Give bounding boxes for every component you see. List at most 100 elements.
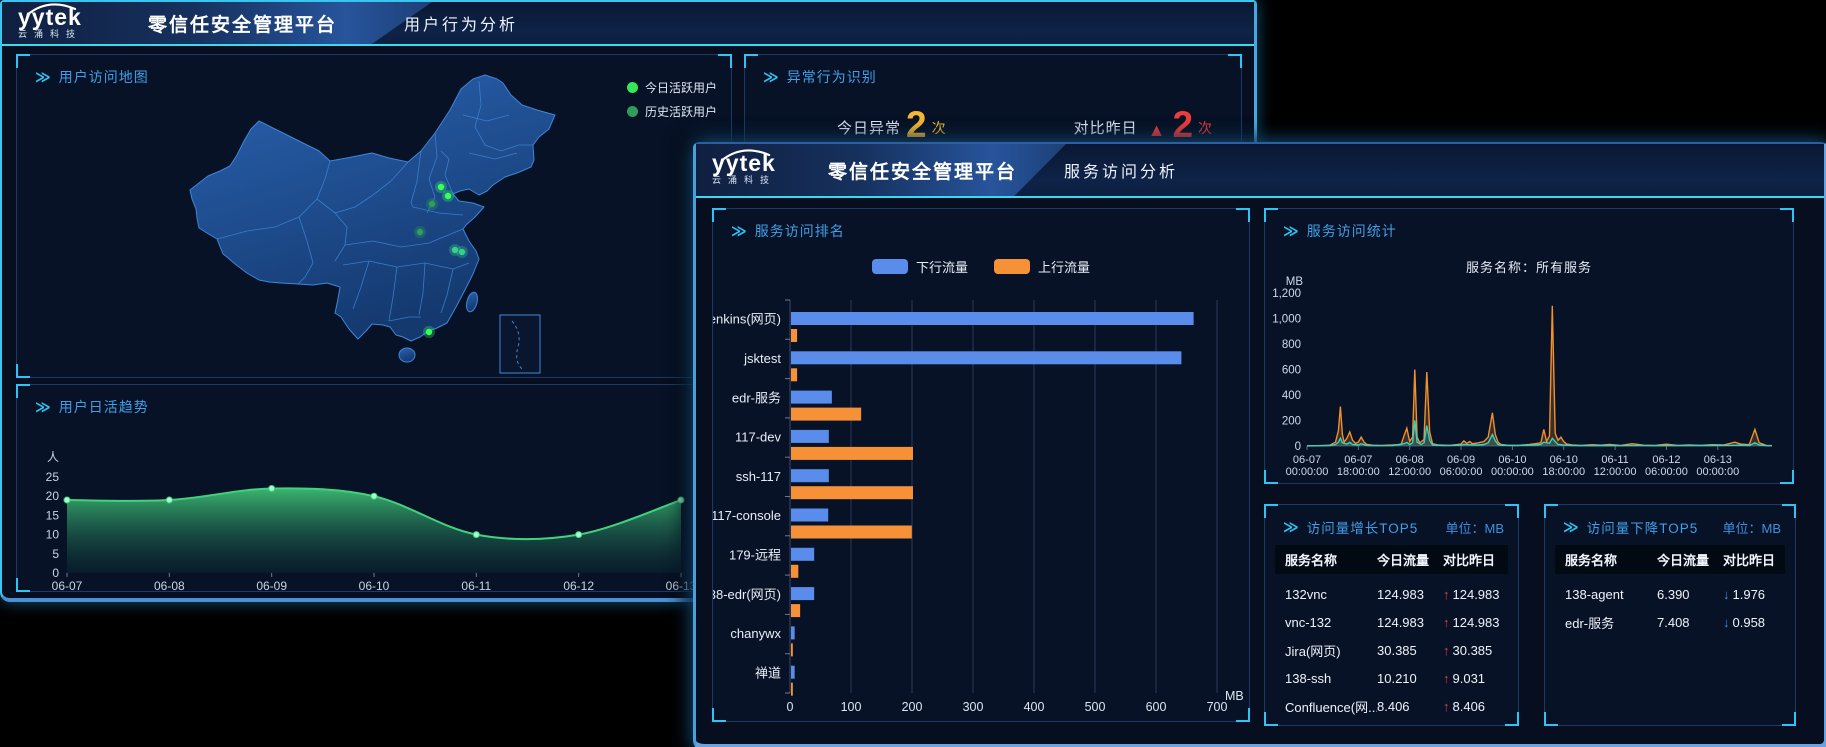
anomaly-stats: 今日异常 2 次 对比昨日 ▲ 2 次: [745, 104, 1241, 145]
daily-active-area-chart: 0 5 10 15 20 25 人 06-07 06-08 06-09 06-10 06-11 06-1…: [46, 450, 697, 591]
svg-text:06-10: 06-10: [1550, 454, 1578, 466]
up-arrow-icon: ↑: [1443, 670, 1450, 686]
svg-text:06-11: 06-11: [461, 579, 491, 591]
delta-vs-yesterday: ↑ 30.385: [1443, 642, 1493, 658]
chevrons-icon: ≫: [731, 222, 747, 240]
service-stats-line-chart: 02004006008001,0001,200MB06-0700:00:0006…: [1272, 276, 1773, 478]
service-name: 138-ssh: [1285, 670, 1332, 686]
tab-user-behavior[interactable]: 用户行为分析: [404, 17, 519, 34]
svg-text:300: 300: [963, 700, 984, 714]
window-service-access: yytek 云涌科技 零信任安全管理平台 服务访问分析 ≫ 服务访问排名 下行流…: [693, 142, 1826, 747]
svg-text:400: 400: [1024, 700, 1045, 714]
svg-text:00:00:00: 00:00:00: [1491, 466, 1534, 478]
panel-service-stats: ≫ 服务访问统计 服务名称：所有服务 0 200 400 600 800 1,000 1,2…: [1264, 208, 1794, 484]
column-header: 对比昨日: [1443, 553, 1496, 568]
svg-text:06-07: 06-07: [52, 579, 83, 591]
platform-title: 零信任安全管理平台: [148, 14, 338, 36]
bar-chart-legend: 下行流量 上行流量: [713, 257, 1249, 276]
svg-text:06-09: 06-09: [1447, 454, 1475, 466]
legend-item-history-active[interactable]: 历史活跃用户: [626, 103, 717, 120]
logo-arc-icon: [720, 149, 771, 162]
tab-service-access[interactable]: 服务访问分析: [1064, 164, 1179, 181]
today-traffic: 30.385: [1377, 642, 1417, 658]
chevrons-icon: ≫: [35, 398, 51, 416]
brand-logo: yytek 云涌科技: [712, 149, 822, 186]
decline-top5-table: 服务名称 今日流量 对比昨日 138-agent 6.390 ↓ 1.976 edr-服务 7.…: [1555, 545, 1785, 636]
svg-text:138-edr(网页): 138-edr(网页): [713, 587, 781, 602]
panel-title: ≫ 访问量下降TOP5: [1563, 518, 1699, 537]
corner-bracket-icon: [1782, 712, 1796, 726]
delta-vs-yesterday: ↑ 9.031: [1443, 670, 1486, 686]
svg-text:06-13: 06-13: [1704, 454, 1732, 466]
svg-text:00:00:00: 00:00:00: [1696, 466, 1739, 478]
panel-traffic-decline-top5: ≫ 访问量下降TOP5 单位：MB 服务名称 今日流量 对比昨日 138-agent 6…: [1544, 504, 1796, 726]
map-legend: 今日活跃用户 历史活跃用户: [626, 79, 717, 120]
svg-text:25: 25: [46, 470, 60, 484]
panel-user-access-map: ≫ 用户访问地图 今日活跃用户 历史活跃用户: [16, 54, 732, 378]
svg-text:MB: MB: [1225, 689, 1244, 703]
column-header: 服务名称: [1285, 553, 1338, 568]
svg-text:06-10: 06-10: [359, 579, 390, 591]
up-triangle-icon: ▲: [1147, 120, 1166, 140]
corner-bracket-icon: [1544, 712, 1558, 726]
stat-unit: 次: [1198, 120, 1213, 136]
table-header-row: 服务名称 今日流量 对比昨日: [1275, 545, 1508, 574]
svg-text:edr-服务: edr-服务: [732, 390, 781, 405]
svg-text:06-13: 06-13: [666, 579, 697, 591]
svg-text:06-09: 06-09: [256, 579, 287, 591]
table-row: 138-ssh 10.210 ↑ 9.031: [1275, 664, 1508, 692]
growth-top5-table: 服务名称 今日流量 对比昨日 132vnc 124.983 ↑ 124.983 vnc-132…: [1275, 545, 1508, 720]
chevrons-icon: ≫: [1283, 518, 1299, 536]
table-row: vnc-132 124.983 ↑ 124.983: [1275, 608, 1508, 636]
table-row: 132vnc 124.983 ↑ 124.983: [1275, 580, 1508, 608]
legend-item-today-active[interactable]: 今日活跃用户: [626, 79, 717, 96]
svg-text:0: 0: [1295, 441, 1301, 453]
svg-text:200: 200: [1282, 416, 1301, 428]
svg-text:06-07: 06-07: [1344, 454, 1372, 466]
service-name: edr-服务: [1565, 615, 1615, 631]
svg-text:Jenkins(网页): Jenkins(网页): [713, 312, 781, 327]
legend-item-downlink[interactable]: 下行流量: [871, 257, 968, 276]
legend-dot-icon: [626, 106, 638, 117]
legend-swatch-icon: [994, 259, 1030, 274]
delta-vs-yesterday: ↑ 8.406: [1443, 698, 1486, 714]
chevrons-icon: ≫: [1283, 222, 1299, 240]
svg-text:12:00:00: 12:00:00: [1388, 466, 1431, 478]
panel-title: ≫ 服务访问排名: [731, 222, 845, 240]
logo-arc-icon: [26, 3, 77, 16]
logo-brand-text: yytek: [18, 4, 82, 30]
legend-item-uplink[interactable]: 上行流量: [994, 257, 1090, 276]
logo-subtext: 云涌科技: [712, 175, 777, 185]
stat-today-anomaly: 今日异常 2 次: [837, 104, 946, 145]
svg-text:800: 800: [1282, 339, 1301, 351]
svg-text:179-远程: 179-远程: [729, 547, 781, 562]
svg-text:人: 人: [47, 450, 59, 464]
panel-title: ≫ 用户日活趋势: [35, 398, 149, 416]
table-row: Jira(网页) 30.385 ↑ 30.385: [1275, 636, 1508, 664]
column-header: 对比昨日: [1723, 553, 1776, 568]
service-name: 138-agent: [1565, 586, 1624, 602]
platform-title: 零信任安全管理平台: [828, 161, 1018, 183]
delta-vs-yesterday: ↓ 1.976: [1723, 586, 1766, 602]
svg-text:400: 400: [1282, 390, 1301, 402]
table-row: edr-服务 7.408 ↓ 0.958: [1555, 608, 1785, 636]
chevrons-icon: ≫: [35, 68, 51, 86]
corner-bracket-icon: [1780, 208, 1794, 222]
svg-text:10: 10: [46, 528, 60, 542]
svg-text:jsktest: jsktest: [743, 351, 781, 366]
svg-text:117-console: 117-console: [713, 508, 781, 523]
logo-subtext: 云涌科技: [18, 29, 83, 39]
corner-bracket-icon: [744, 54, 758, 68]
column-header: 服务名称: [1565, 553, 1618, 568]
legend-dot-icon: [626, 82, 638, 93]
delta-vs-yesterday: ↑ 124.983: [1443, 586, 1500, 602]
up-arrow-icon: ↑: [1443, 586, 1450, 602]
svg-text:06:00:00: 06:00:00: [1645, 466, 1688, 478]
service-name: Jira(网页): [1285, 643, 1341, 659]
china-map: [189, 74, 556, 374]
svg-text:12:00:00: 12:00:00: [1594, 466, 1637, 478]
table-header-row: 服务名称 今日流量 对比昨日: [1555, 545, 1785, 574]
panel-title: ≫ 用户访问地图: [35, 68, 149, 86]
svg-text:18:00:00: 18:00:00: [1542, 466, 1585, 478]
